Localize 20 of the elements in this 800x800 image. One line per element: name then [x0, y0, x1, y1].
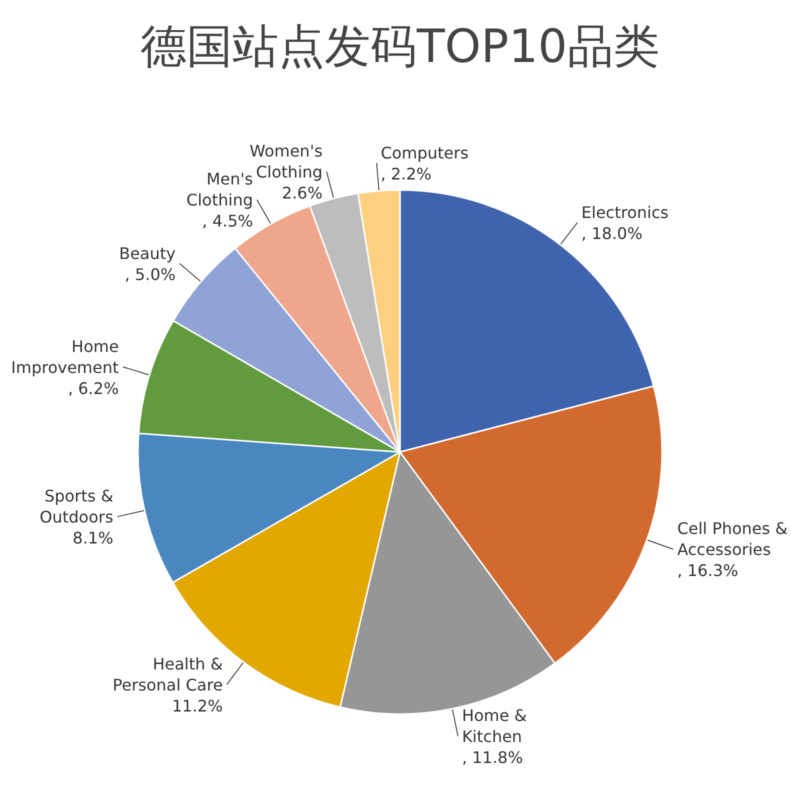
data-label: , 4.5% [202, 212, 253, 231]
slice-label: Cell Phones & Accessories [677, 519, 788, 560]
data-label: 8.1% [72, 528, 114, 548]
data-label: 2.6% [282, 183, 323, 202]
data-label: , 6.2% [68, 378, 119, 398]
data-label: , 18.0% [581, 224, 642, 244]
data-label: , 5.0% [124, 264, 176, 284]
chart-title: 德国站点发码TOP10品类 [140, 19, 660, 73]
slice-label: Home Improvement [11, 336, 119, 377]
slice-label: Electronics [581, 203, 669, 222]
data-label: 11.2% [172, 696, 223, 716]
slice-label: Health & Personal Care [112, 654, 223, 695]
data-label: , 2.2% [380, 164, 432, 184]
slice-label: Sports & Outdoors [40, 486, 114, 527]
slice-label: Beauty [119, 244, 176, 263]
slice-label: Men's Clothing [186, 170, 253, 210]
slice-label: Home & Kitchen [462, 706, 527, 746]
slice-label: Computers [380, 143, 469, 162]
data-label: , 11.8% [462, 748, 523, 768]
data-label: , 16.3% [677, 561, 738, 580]
